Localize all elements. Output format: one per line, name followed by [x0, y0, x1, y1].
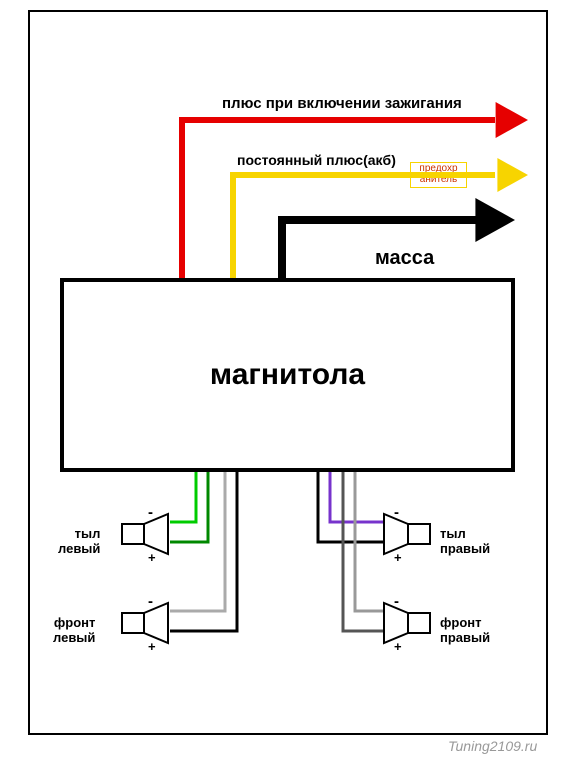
- fr-neg: -: [394, 593, 399, 610]
- fuse-box: предохр анитель: [410, 162, 467, 188]
- fl-pos: +: [148, 639, 156, 654]
- rl-pos: +: [148, 550, 156, 565]
- black-wire-label: масса: [375, 247, 434, 270]
- fuse-text-2: анитель: [420, 174, 457, 185]
- front-left-label: фронт левый: [53, 615, 95, 645]
- red-wire-label: плюс при включении зажигания: [222, 95, 462, 112]
- watermark: Tuning2109.ru: [448, 738, 537, 754]
- front-right-label: фронт правый: [440, 615, 490, 645]
- fuse-text-1: предохр: [419, 163, 457, 174]
- rr-pos: +: [394, 550, 402, 565]
- rl-neg: -: [148, 504, 153, 521]
- rear-left-label: тыл левый: [58, 526, 100, 556]
- fl-neg: -: [148, 593, 153, 610]
- yellow-wire-label: постоянный плюс(акб): [237, 152, 396, 168]
- head-unit-box: магнитола: [60, 278, 515, 472]
- head-unit-label: магнитола: [210, 358, 365, 392]
- fr-pos: +: [394, 639, 402, 654]
- rear-right-label: тыл правый: [440, 526, 490, 556]
- rr-neg: -: [394, 504, 399, 521]
